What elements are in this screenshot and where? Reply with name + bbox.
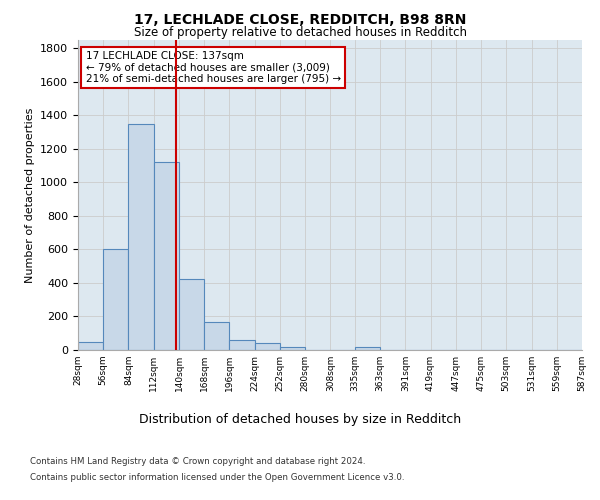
Bar bbox=[179, 279, 204, 350]
Text: Distribution of detached houses by size in Redditch: Distribution of detached houses by size … bbox=[139, 412, 461, 426]
Bar bbox=[154, 162, 179, 350]
Bar bbox=[255, 344, 280, 350]
Bar bbox=[355, 346, 380, 350]
Bar bbox=[280, 348, 305, 350]
Y-axis label: Number of detached properties: Number of detached properties bbox=[25, 108, 35, 282]
Text: Contains public sector information licensed under the Open Government Licence v3: Contains public sector information licen… bbox=[30, 472, 404, 482]
Text: Contains HM Land Registry data © Crown copyright and database right 2024.: Contains HM Land Registry data © Crown c… bbox=[30, 458, 365, 466]
Bar bbox=[78, 342, 103, 350]
Text: Size of property relative to detached houses in Redditch: Size of property relative to detached ho… bbox=[133, 26, 467, 39]
Bar bbox=[103, 250, 128, 350]
Text: 17 LECHLADE CLOSE: 137sqm
← 79% of detached houses are smaller (3,009)
21% of se: 17 LECHLADE CLOSE: 137sqm ← 79% of detac… bbox=[86, 51, 341, 84]
Bar bbox=[128, 124, 154, 350]
Bar bbox=[204, 322, 229, 350]
Text: 17, LECHLADE CLOSE, REDDITCH, B98 8RN: 17, LECHLADE CLOSE, REDDITCH, B98 8RN bbox=[134, 12, 466, 26]
Bar bbox=[229, 340, 255, 350]
